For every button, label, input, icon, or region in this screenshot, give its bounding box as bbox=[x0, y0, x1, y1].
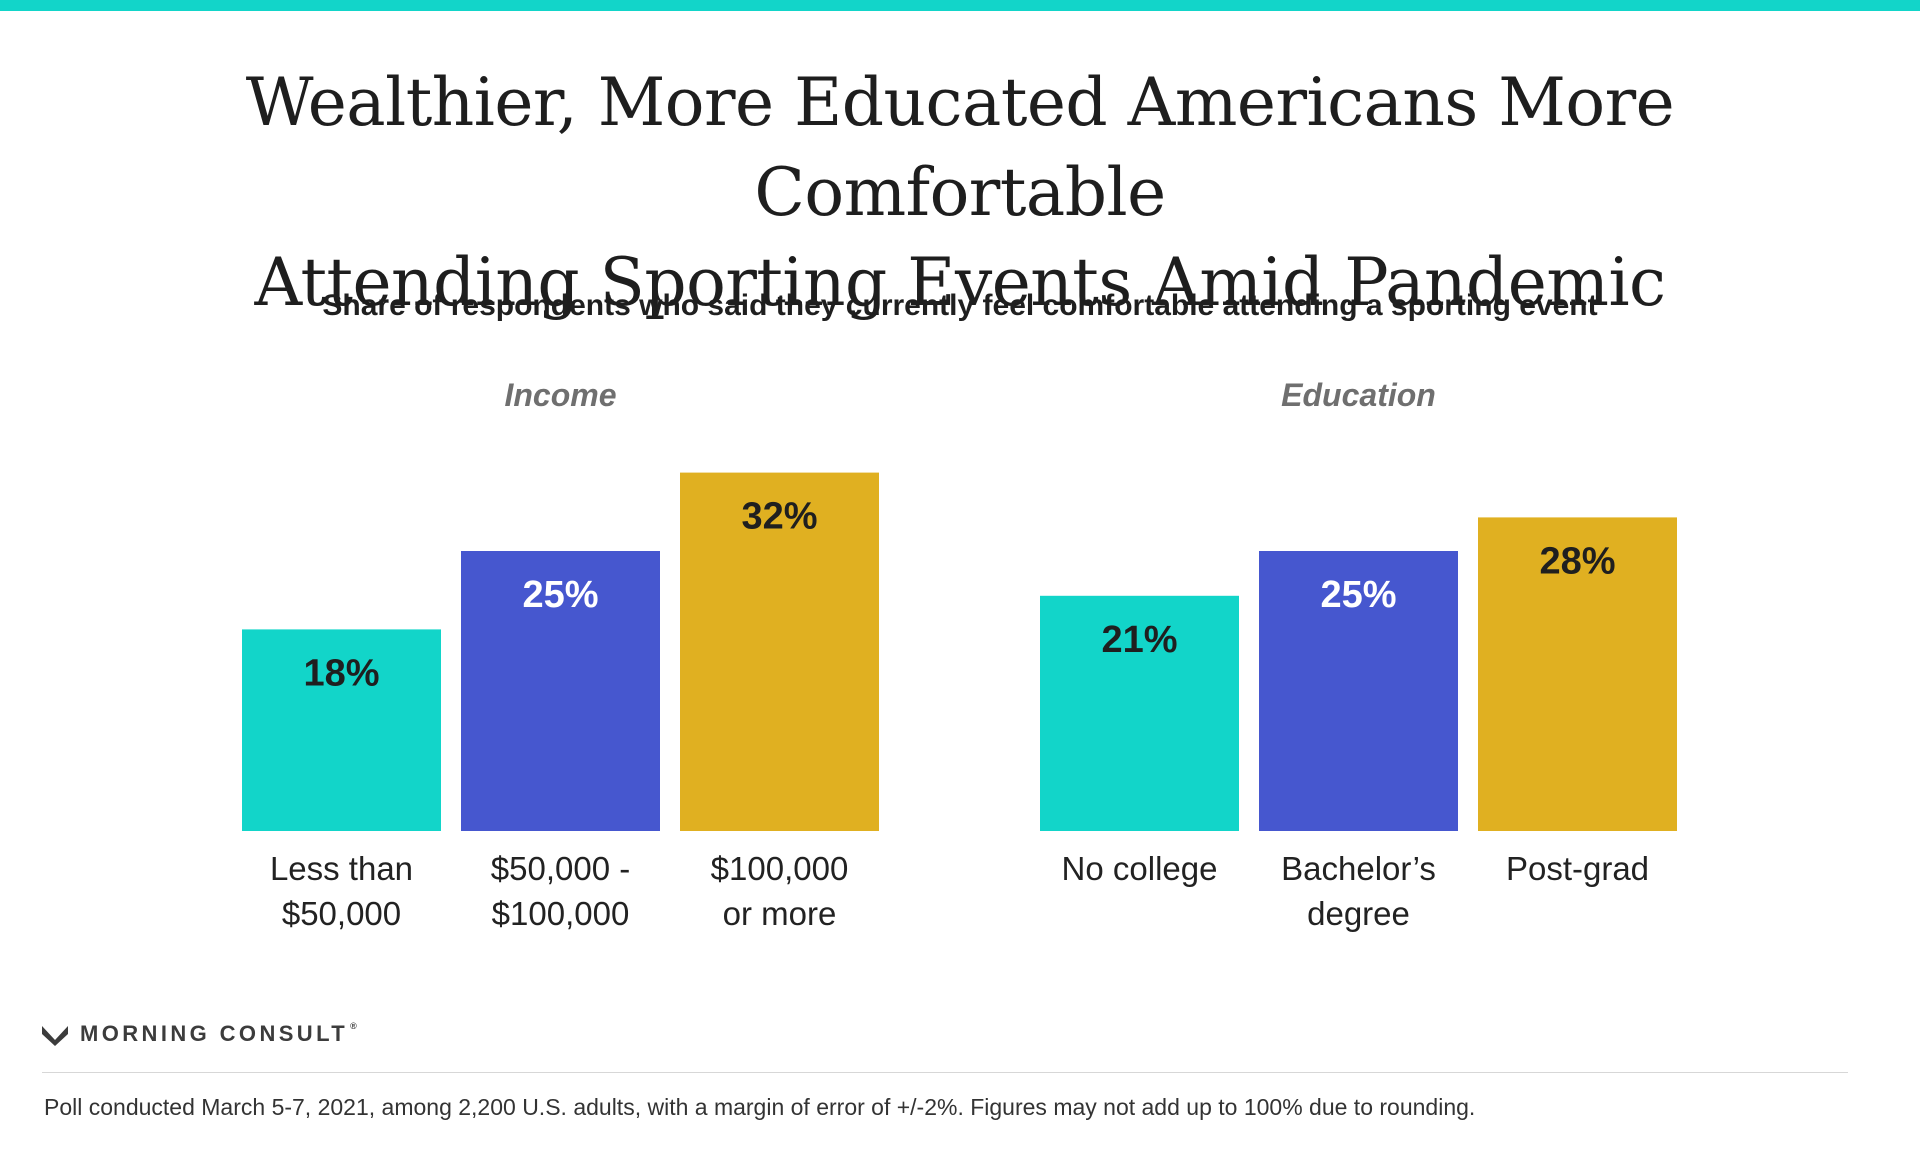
category-label-income-1: Less than $50,000 bbox=[270, 850, 413, 932]
bar-income-2 bbox=[461, 551, 660, 831]
category-label-education-3: Post-grad bbox=[1506, 850, 1649, 887]
bar-value-label-income-3: 32% bbox=[741, 496, 817, 538]
morning-consult-logo-icon bbox=[42, 1026, 68, 1046]
bar-value-label-education-2: 25% bbox=[1320, 574, 1396, 616]
brand-name: MORNING CONSULT ® bbox=[80, 1021, 361, 1046]
bar-value-label-education-3: 28% bbox=[1539, 540, 1615, 582]
category-label-line: Bachelor’s bbox=[1281, 850, 1436, 887]
category-label-line: $100,000 bbox=[492, 895, 630, 932]
bar-value-label-income-2: 25% bbox=[522, 574, 598, 616]
group-label-income: Income bbox=[504, 377, 616, 413]
bar-education-1 bbox=[1040, 595, 1239, 831]
brand-logo: MORNING CONSULT ® bbox=[42, 1017, 360, 1051]
bar-value-label-income-1: 18% bbox=[303, 652, 379, 694]
category-label-education-2: Bachelor’s degree bbox=[1281, 850, 1436, 932]
bar-chart: Income 18% Less than $50,000 25% $50,000 - $10… bbox=[242, 377, 1677, 932]
category-label-education-1: No college bbox=[1062, 850, 1218, 887]
category-label-income-3: $100,000 or more bbox=[711, 850, 849, 932]
title-line-1: Wealthier, More Educated Americans More … bbox=[245, 64, 1675, 231]
category-label-line: $50,000 - bbox=[491, 850, 630, 887]
category-label-line: degree bbox=[1307, 895, 1410, 932]
category-label-line: or more bbox=[723, 895, 837, 932]
chart-subtitle: Share of respondents who said they curre… bbox=[322, 289, 1598, 322]
bar-income-3 bbox=[680, 472, 879, 831]
category-label-line: Less than bbox=[270, 850, 413, 887]
bar-education-3 bbox=[1478, 517, 1677, 831]
footer-divider bbox=[42, 1072, 1848, 1073]
category-label-income-2: $50,000 - $100,000 bbox=[491, 850, 630, 932]
category-label-line: Post-grad bbox=[1506, 850, 1649, 887]
title-line-2: Attending Sporting Events Amid Pandemic bbox=[254, 244, 1666, 321]
top-accent-bar bbox=[0, 0, 1920, 11]
group-label-education: Education bbox=[1281, 377, 1436, 413]
registered-mark: ® bbox=[350, 1021, 361, 1031]
category-label-line: $100,000 bbox=[711, 850, 849, 887]
bar-value-label-education-1: 21% bbox=[1101, 619, 1177, 661]
category-label-line: $50,000 bbox=[282, 895, 401, 932]
chart-title: Wealthier, More Educated Americans More … bbox=[60, 58, 1860, 328]
category-label-line: No college bbox=[1062, 850, 1218, 887]
bar-education-2 bbox=[1259, 551, 1458, 831]
bar-income-1 bbox=[242, 629, 441, 831]
footnote: Poll conducted March 5-7, 2021, among 2,… bbox=[44, 1094, 1476, 1120]
